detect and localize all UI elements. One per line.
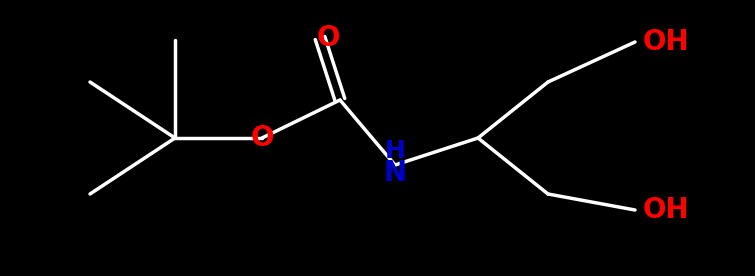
Text: N: N <box>384 159 406 187</box>
Text: OH: OH <box>643 28 689 56</box>
Text: O: O <box>250 124 274 152</box>
Text: O: O <box>316 24 340 52</box>
Text: OH: OH <box>643 196 689 224</box>
Text: H: H <box>384 139 405 163</box>
